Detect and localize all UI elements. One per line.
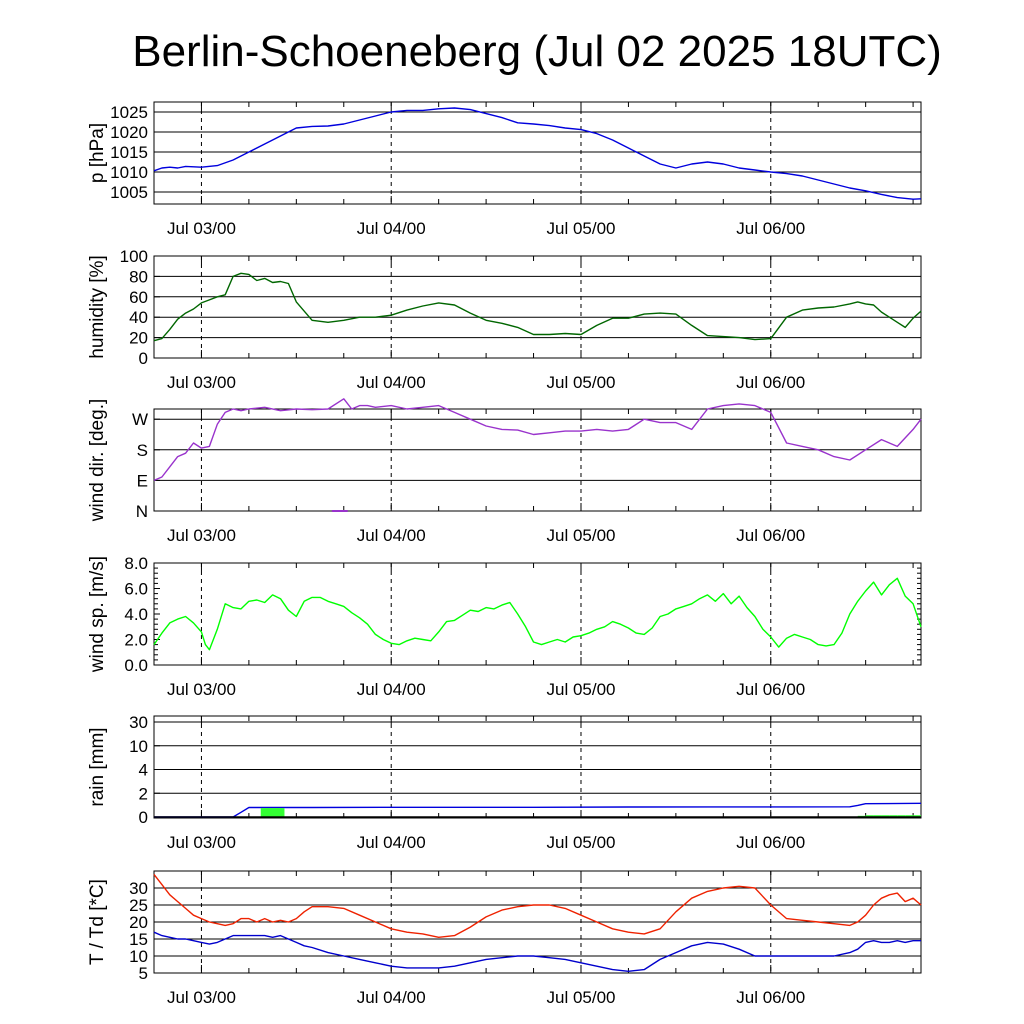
y-tick-label: 1005: [110, 183, 148, 202]
panel-frame: [153, 101, 922, 205]
rain-bar: [881, 815, 890, 817]
y-tick-label: 2: [139, 784, 148, 803]
y-tick-label: 100: [120, 247, 148, 266]
x-tick-label: Jul 03/00: [167, 833, 236, 852]
y-tick-label: 8.0: [124, 554, 148, 573]
x-tick-label: Jul 05/00: [546, 219, 615, 238]
y-tick-label: 2.0: [124, 631, 148, 650]
y-tick-label: S: [137, 441, 148, 460]
y-tick-label: 30: [129, 879, 148, 898]
y-axis-label: humidity [%]: [87, 255, 108, 358]
y-tick-label: 1025: [110, 103, 148, 122]
x-tick-label: Jul 04/00: [357, 833, 426, 852]
panel-frame: [153, 408, 922, 512]
series-line: [153, 398, 922, 482]
x-tick-label: Jul 05/00: [546, 680, 615, 699]
series-line: [153, 107, 922, 200]
y-tick-label: E: [137, 471, 148, 490]
series-line: [153, 931, 921, 972]
rain-bar: [905, 815, 914, 817]
panel-frame: [153, 255, 922, 359]
y-tick-label: 60: [129, 288, 148, 307]
panel-frame: [153, 562, 922, 666]
x-tick-label: Jul 06/00: [736, 833, 805, 852]
x-tick-label: Jul 05/00: [546, 833, 615, 852]
rain-bar: [897, 815, 906, 817]
series-line: [153, 577, 922, 651]
y-axis-label: wind dir. [deg.]: [87, 399, 108, 523]
y-tick-label: 0: [139, 349, 148, 368]
y-tick-label: 1020: [110, 123, 148, 142]
y-axis-label: T / Td [*C]: [87, 879, 108, 965]
series-line: [153, 873, 922, 938]
rain-bar: [865, 815, 874, 817]
page-title: Berlin-Schoeneberg (Jul 02 2025 18UTC): [132, 27, 942, 76]
y-tick-label: 0: [139, 808, 148, 827]
y-tick-label: 10: [129, 737, 148, 756]
y-tick-label: 1015: [110, 143, 148, 162]
rain-bar: [260, 808, 285, 817]
series-line: [153, 272, 922, 342]
y-tick-label: 15: [129, 930, 148, 949]
x-tick-label: Jul 03/00: [167, 680, 236, 699]
series-line: [154, 802, 922, 818]
y-tick-label: 6.0: [124, 580, 148, 599]
y-axis-label: p [hPa]: [87, 123, 108, 183]
x-tick-label: Jul 03/00: [167, 219, 236, 238]
x-tick-label: Jul 03/00: [167, 526, 236, 545]
x-tick-label: Jul 06/00: [736, 680, 805, 699]
panel-frame: [153, 715, 922, 819]
y-tick-label: 1010: [110, 163, 148, 182]
y-axis-label: rain [mm]: [87, 727, 108, 806]
rain-bar: [873, 815, 882, 817]
y-tick-label: 40: [129, 308, 148, 327]
x-tick-label: Jul 06/00: [736, 219, 805, 238]
y-tick-label: 20: [129, 913, 148, 932]
y-tick-label: 80: [129, 267, 148, 286]
x-tick-label: Jul 05/00: [546, 988, 615, 1007]
x-tick-label: Jul 04/00: [357, 219, 426, 238]
x-tick-label: Jul 06/00: [736, 988, 805, 1007]
y-tick-label: 20: [129, 329, 148, 348]
y-tick-label: 25: [129, 896, 148, 915]
rain-bar: [889, 815, 898, 817]
x-tick-label: Jul 06/00: [736, 526, 805, 545]
y-tick-label: 5: [139, 964, 148, 983]
x-tick-label: Jul 04/00: [357, 680, 426, 699]
y-tick-label: N: [136, 502, 148, 521]
y-tick-label: 30: [129, 713, 148, 732]
y-axis-label: wind sp. [m/s]: [87, 556, 108, 673]
y-tick-label: 10: [129, 947, 148, 966]
y-tick-label: W: [132, 410, 148, 429]
y-tick-label: 4.0: [124, 605, 148, 624]
x-tick-label: Jul 05/00: [546, 373, 615, 392]
rain-bar: [913, 815, 921, 817]
x-tick-label: Jul 06/00: [736, 373, 805, 392]
x-tick-label: Jul 04/00: [357, 526, 426, 545]
y-tick-label: 4: [139, 761, 148, 780]
y-tick-label: 0.0: [124, 656, 148, 675]
x-tick-label: Jul 03/00: [167, 988, 236, 1007]
x-tick-label: Jul 04/00: [357, 988, 426, 1007]
x-tick-label: Jul 03/00: [167, 373, 236, 392]
x-tick-label: Jul 05/00: [546, 526, 615, 545]
x-tick-label: Jul 04/00: [357, 373, 426, 392]
